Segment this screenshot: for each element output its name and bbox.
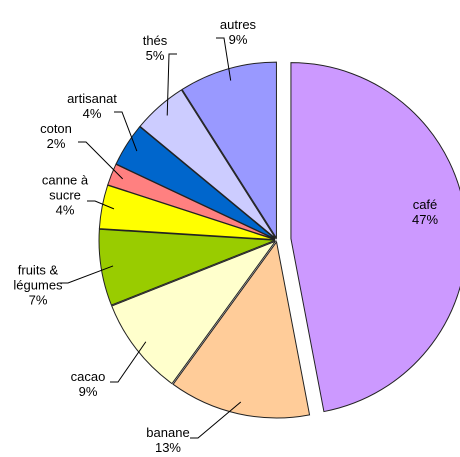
- slice-label: autres 9%: [220, 17, 256, 47]
- leader-line: [87, 200, 115, 210]
- slice-label: thés 5%: [143, 33, 168, 63]
- category-label: banane: [146, 425, 190, 440]
- value-label: 13%: [154, 440, 182, 455]
- category-label: canne à sucre: [41, 172, 89, 203]
- category-label: autres: [219, 17, 257, 32]
- slice-label: canne à sucre 4%: [34, 173, 96, 218]
- leader-line: [190, 401, 242, 439]
- leader-line: [114, 111, 138, 152]
- category-label: coton: [40, 121, 72, 136]
- slice-label: coton 2%: [40, 121, 72, 151]
- category-label: thés: [142, 33, 168, 48]
- pie-slice: [172, 240, 311, 419]
- pie-slice: [115, 126, 276, 240]
- value-label: 4%: [82, 106, 102, 121]
- value-label: 9%: [78, 384, 98, 399]
- leader-line: [216, 37, 232, 81]
- value-label: 7%: [28, 292, 48, 308]
- category-label: fruits & légumes: [13, 262, 63, 293]
- category-label: café: [412, 197, 438, 212]
- slice-label: café 47%: [412, 197, 438, 227]
- leader-line: [78, 141, 124, 180]
- value-label: 4%: [55, 202, 75, 218]
- value-label: 47%: [411, 212, 439, 227]
- category-label: cacao: [70, 369, 106, 384]
- pie-slice: [181, 61, 277, 240]
- value-label: 2%: [46, 136, 66, 151]
- slice-label: fruits & légumes 7%: [7, 263, 69, 308]
- category-label: artisanat: [67, 91, 117, 106]
- pie-slice: [139, 89, 277, 239]
- slice-label: banane 13%: [146, 425, 189, 455]
- pie-slice: [98, 228, 276, 306]
- leader-line: [60, 265, 114, 284]
- leader-line: [110, 341, 147, 383]
- slice-label: artisanat 4%: [67, 91, 117, 121]
- slice-label: cacao 9%: [71, 369, 106, 399]
- leader-line: [166, 53, 177, 116]
- pie-slice: [111, 240, 277, 385]
- pie-slice: [290, 62, 460, 413]
- value-label: 9%: [228, 32, 248, 47]
- value-label: 5%: [145, 48, 165, 63]
